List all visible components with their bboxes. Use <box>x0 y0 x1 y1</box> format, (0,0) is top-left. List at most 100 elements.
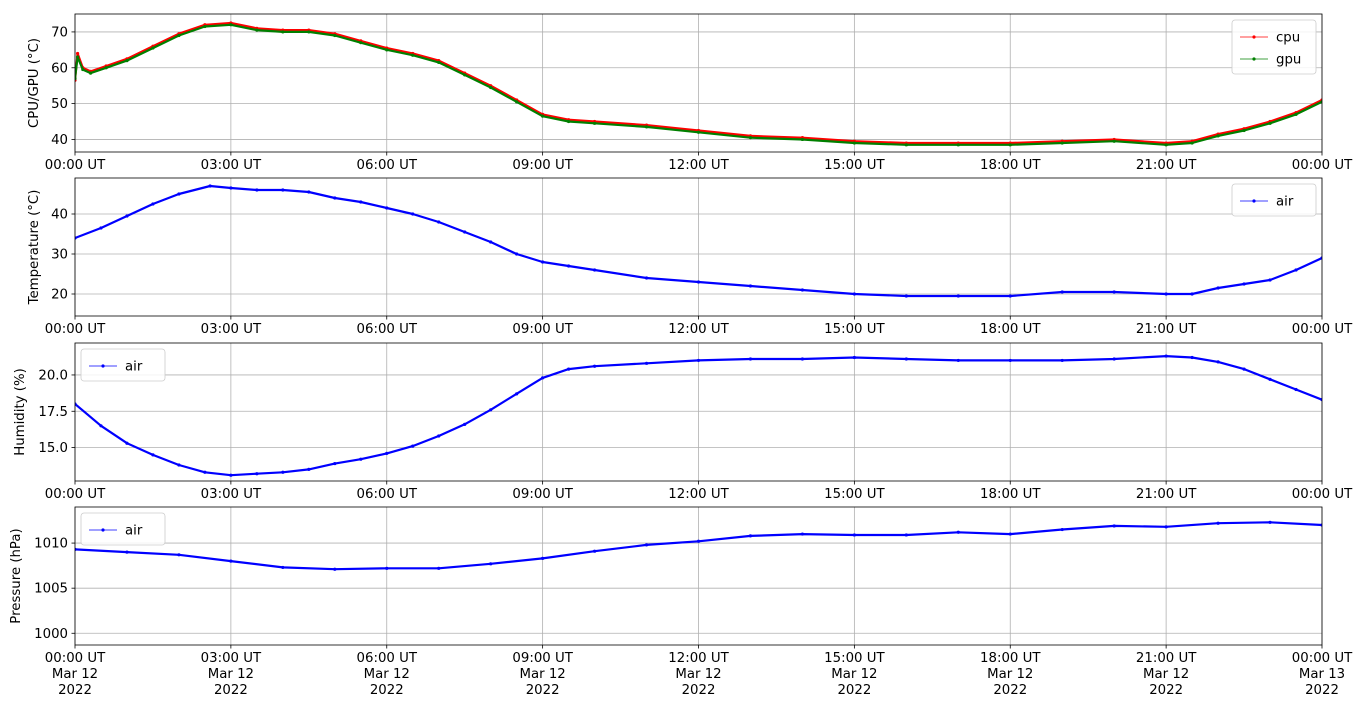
data-point-gpu <box>1242 128 1246 133</box>
data-point-air <box>644 543 649 547</box>
y-axis-label: Pressure (hPa) <box>9 528 24 623</box>
x-tick-label: 00:00 UT <box>1292 158 1353 173</box>
x-tick-label: 06:00 UT <box>357 487 418 502</box>
x-year-label: 2022 <box>1149 683 1183 698</box>
data-point-air <box>748 284 753 288</box>
data-point-gpu <box>541 114 545 118</box>
data-point-gpu <box>748 136 753 140</box>
data-point-air <box>151 453 155 457</box>
x-tick-label: 15:00 UT <box>824 322 885 337</box>
data-point-air <box>229 473 233 477</box>
series-line-air <box>75 184 1322 298</box>
x-tick-label: 03:00 UT <box>201 158 262 173</box>
data-point-gpu <box>567 119 571 124</box>
data-point-gpu <box>1294 112 1298 116</box>
y-tick-label: 60 <box>51 61 68 76</box>
data-point-air <box>463 422 467 426</box>
y-tick-label: 1000 <box>34 627 68 642</box>
data-point-air <box>203 470 207 474</box>
data-point-gpu <box>1164 143 1168 147</box>
legend-label: air <box>125 360 143 375</box>
legend-box <box>1231 183 1317 217</box>
x-tick-label: 00:00 UT <box>45 158 106 173</box>
data-point-gpu <box>696 130 701 134</box>
data-point-air <box>255 472 259 476</box>
x-tick-label: 03:00 UT <box>201 651 262 666</box>
data-point-air <box>1294 268 1298 272</box>
x-tick-label: 18:00 UT <box>980 158 1041 173</box>
data-point-air <box>852 292 856 296</box>
data-point-gpu <box>104 66 108 70</box>
legend: air <box>80 348 166 382</box>
data-point-air <box>852 533 856 537</box>
data-point-air <box>592 549 597 553</box>
x-tick-label: 21:00 UT <box>1136 651 1197 666</box>
data-point-air <box>644 276 649 280</box>
data-point-cpu <box>75 51 80 56</box>
x-year-label: 2022 <box>58 683 92 698</box>
data-point-gpu <box>307 30 311 34</box>
x-tick-label: 12:00 UT <box>668 322 729 337</box>
y-axis-label: CPU/GPU (°C) <box>27 38 42 128</box>
data-point-air <box>515 252 519 256</box>
data-point-gpu <box>489 85 493 90</box>
data-point-gpu <box>177 33 181 38</box>
data-point-air <box>489 240 493 244</box>
x-tick-label: 06:00 UT <box>357 322 418 337</box>
data-point-air <box>956 530 960 534</box>
data-point-air <box>1242 367 1246 371</box>
data-point-air <box>904 294 908 298</box>
legend: air <box>80 512 166 546</box>
data-point-air <box>385 206 389 210</box>
data-point-air <box>1164 525 1168 529</box>
legend: cpu gpu <box>1231 19 1317 75</box>
y-axis-label: Temperature (°C) <box>27 190 42 306</box>
x-tick-label: 03:00 UT <box>201 487 262 502</box>
x-tick-label: 21:00 UT <box>1136 158 1197 173</box>
data-point-air <box>1268 278 1272 282</box>
data-point-air <box>541 556 545 561</box>
legend-swatch-marker <box>1252 57 1256 61</box>
data-point-air <box>904 357 908 361</box>
x-date-label: Mar 12 <box>208 667 254 682</box>
data-point-gpu <box>1008 143 1012 147</box>
data-point-gpu <box>904 143 908 147</box>
data-point-air <box>696 280 701 284</box>
y-tick-label: 40 <box>51 208 68 223</box>
legend-swatch-marker <box>101 528 105 532</box>
data-point-air <box>1060 358 1064 363</box>
legend-label: gpu <box>1276 53 1301 68</box>
data-point-air <box>385 451 389 455</box>
x-tick-label: 03:00 UT <box>201 322 262 337</box>
data-point-air <box>1190 292 1194 296</box>
x-tick-label: 12:00 UT <box>668 651 729 666</box>
data-point-air <box>541 260 545 264</box>
data-point-air <box>281 188 285 192</box>
data-point-air <box>592 364 597 368</box>
data-point-air <box>177 553 181 557</box>
data-point-gpu <box>1216 134 1220 138</box>
x-date-label: Mar 12 <box>987 667 1033 682</box>
data-point-air <box>463 230 467 234</box>
y-tick-label: 70 <box>51 25 68 40</box>
data-point-air <box>1190 355 1194 360</box>
data-point-gpu <box>1060 141 1064 145</box>
data-point-air <box>333 461 337 466</box>
data-point-air <box>99 424 103 428</box>
data-point-air <box>229 559 233 563</box>
data-point-air <box>1164 354 1168 358</box>
y-tick-label: 40 <box>51 133 68 148</box>
y-tick-label: 1005 <box>34 582 68 597</box>
x-tick-label: 00:00 UT <box>45 651 106 666</box>
data-point-air <box>1060 290 1064 294</box>
data-point-air <box>1268 520 1272 524</box>
data-point-air <box>208 184 212 188</box>
x-year-label: 2022 <box>526 683 560 698</box>
x-tick-label: 15:00 UT <box>824 651 885 666</box>
data-point-air <box>1268 377 1272 381</box>
legend-box <box>80 348 166 382</box>
legend: air <box>1231 183 1317 217</box>
data-point-air <box>1060 527 1064 532</box>
data-point-air <box>359 200 363 204</box>
